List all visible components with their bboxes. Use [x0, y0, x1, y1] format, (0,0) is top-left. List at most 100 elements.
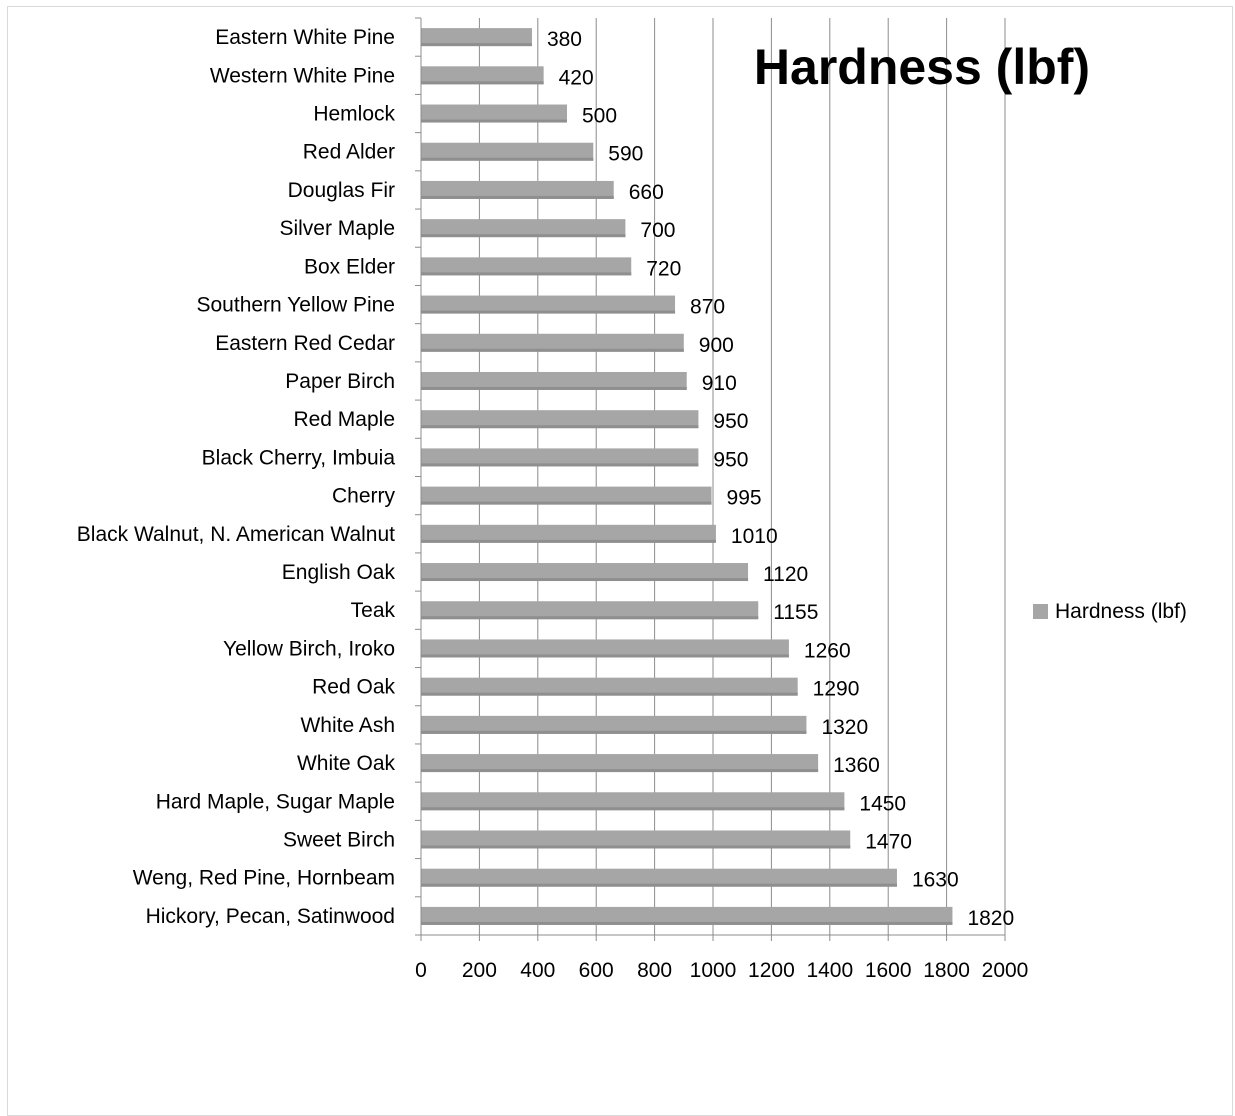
data-label: 1290: [813, 678, 860, 701]
x-tick-label: 1800: [923, 959, 970, 982]
category-label: Douglas Fir: [288, 179, 395, 202]
bar: [421, 868, 897, 887]
bar: [421, 104, 567, 123]
data-label: 900: [699, 334, 734, 357]
category-label: English Oak: [282, 561, 396, 584]
bar-shade: [421, 692, 798, 696]
data-label: 995: [727, 487, 762, 510]
bar-shade: [421, 730, 807, 734]
category-label: Hickory, Pecan, Satinwood: [146, 905, 395, 928]
bar: [421, 295, 676, 314]
bar: [421, 715, 807, 734]
bar-shade: [421, 157, 594, 161]
x-tick-labels: 0 200 400 600 800 1000 1200 1400 1600 1800 2000: [415, 959, 1028, 982]
bar-shade: [421, 386, 687, 390]
axes: [415, 17, 1006, 941]
data-label: 870: [690, 296, 725, 319]
x-tick-label: 1600: [865, 959, 912, 982]
bar-shade: [421, 234, 626, 238]
category-label: Teak: [351, 599, 396, 622]
data-label: 500: [582, 105, 617, 128]
category-label: Southern Yellow Pine: [197, 294, 396, 317]
data-label: 1010: [731, 525, 778, 548]
bar: [421, 410, 699, 429]
data-label: 660: [629, 181, 664, 204]
data-label: 700: [640, 219, 675, 242]
x-tick-label: 400: [520, 959, 555, 982]
x-tick-label: 1200: [748, 959, 795, 982]
x-tick-label: 800: [637, 959, 672, 982]
legend-swatch: [1033, 604, 1048, 619]
bar-shade: [421, 272, 632, 276]
data-label: 910: [702, 372, 737, 395]
category-labels: Eastern White Pine Western White Pine Heml…: [77, 26, 396, 928]
legend: Hardness (lbf): [1033, 600, 1187, 623]
bar-shade: [421, 654, 789, 658]
bar: [421, 257, 632, 276]
category-label: Black Walnut, N. American Walnut: [77, 523, 395, 546]
x-tick-label: 1000: [690, 959, 737, 982]
data-label: 950: [713, 448, 748, 471]
bar: [421, 219, 626, 238]
bar: [421, 448, 699, 467]
bar: [421, 28, 532, 47]
bar: [421, 906, 953, 925]
category-label: White Ash: [300, 714, 395, 737]
data-label: 380: [547, 28, 582, 51]
bar-shade: [421, 43, 532, 47]
x-tick-label: 2000: [982, 959, 1029, 982]
bars: [421, 28, 953, 925]
category-label: Hemlock: [313, 103, 395, 126]
bar-shade: [421, 81, 544, 85]
bar: [421, 142, 594, 161]
data-label: 720: [646, 257, 681, 280]
data-label: 590: [608, 143, 643, 166]
x-tick-label: 1400: [806, 959, 853, 982]
data-label: 1820: [967, 907, 1014, 930]
data-label: 1630: [912, 869, 959, 892]
bar-shade: [421, 845, 851, 849]
bar: [421, 563, 749, 582]
category-label: Silver Maple: [279, 217, 395, 240]
x-tick-label: 0: [415, 959, 427, 982]
bar-shade: [421, 119, 567, 123]
bar-shade: [421, 883, 897, 887]
bar: [421, 180, 614, 199]
data-label: 1155: [773, 601, 818, 624]
category-label: Weng, Red Pine, Hornbeam: [133, 867, 395, 890]
data-label: 1260: [804, 639, 851, 662]
bar: [421, 333, 684, 352]
data-label: 1360: [833, 754, 880, 777]
bar-shade: [421, 769, 819, 773]
data-label: 1120: [763, 563, 808, 586]
bar-shade: [421, 348, 684, 352]
category-label: Red Alder: [303, 141, 395, 164]
gridlines: [478, 18, 1006, 935]
bar-shade: [421, 921, 953, 925]
bar: [421, 601, 759, 620]
bar-shade: [421, 195, 614, 199]
legend-label: Hardness (lbf): [1055, 600, 1187, 623]
category-label: Yellow Birch, Iroko: [223, 637, 395, 660]
bar-shade: [421, 616, 759, 620]
bar-shade: [421, 463, 699, 467]
bar-shade: [421, 539, 716, 543]
bar: [421, 524, 716, 543]
category-label: Paper Birch: [285, 370, 395, 393]
data-label: 1470: [865, 830, 912, 853]
bar-shade: [421, 501, 712, 505]
category-label: Cherry: [332, 485, 396, 508]
bar-shade: [421, 578, 749, 582]
data-label: 950: [713, 410, 748, 433]
category-label: Eastern Red Cedar: [215, 332, 395, 355]
data-label: 1450: [859, 792, 906, 815]
bar: [421, 677, 798, 696]
bar-shade: [421, 425, 699, 429]
category-label: Sweet Birch: [283, 828, 395, 851]
category-label: Red Oak: [312, 676, 395, 699]
x-tick-label: 600: [579, 959, 614, 982]
category-label: Hard Maple, Sugar Maple: [156, 790, 395, 813]
category-label: Red Maple: [293, 408, 395, 431]
data-label: 420: [559, 66, 594, 89]
